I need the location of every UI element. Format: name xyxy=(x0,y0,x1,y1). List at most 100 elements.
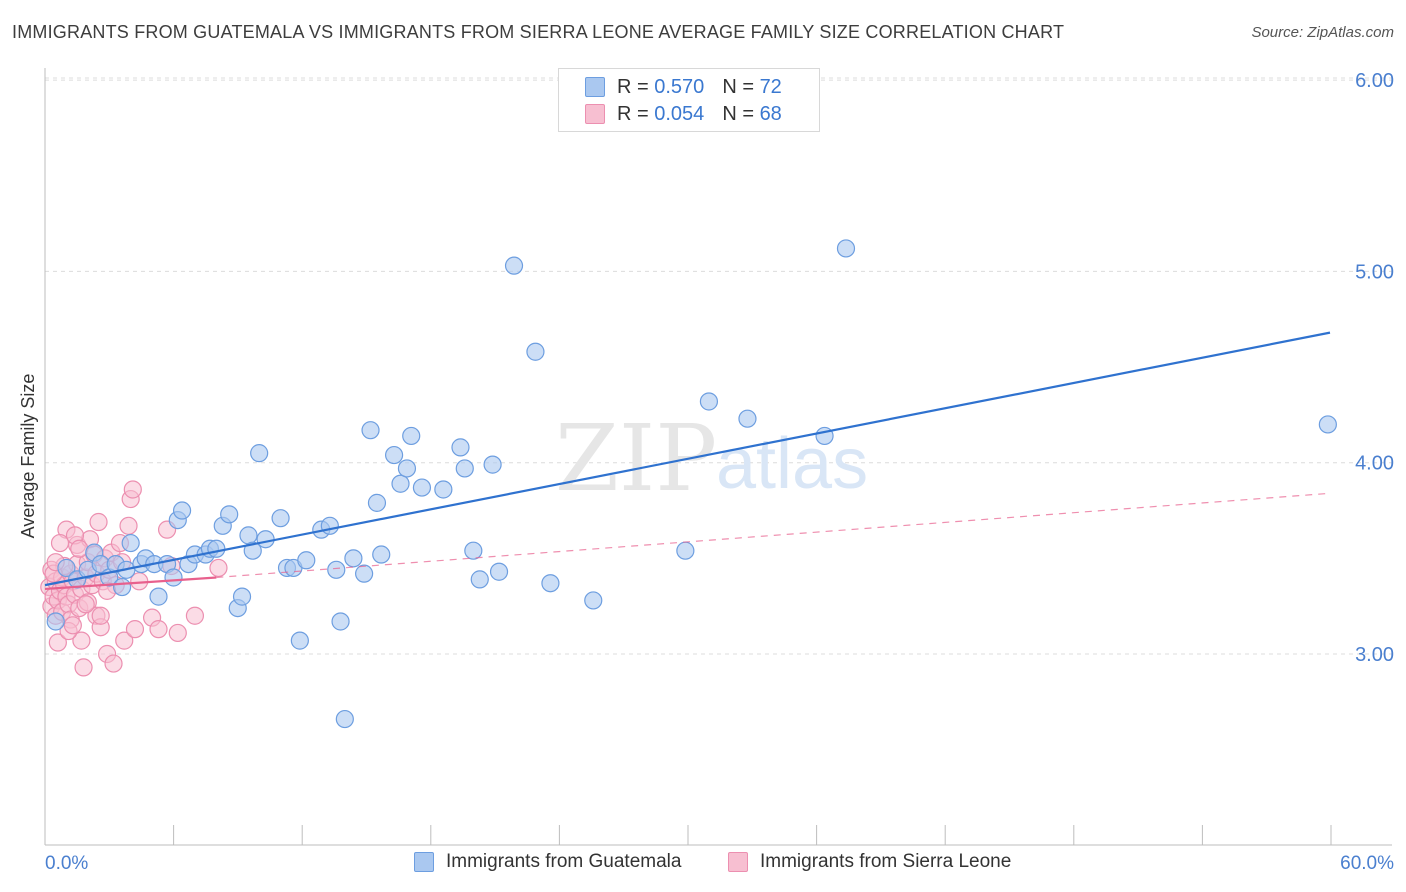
legend-swatch-blue xyxy=(414,852,434,872)
x-tick-label: 60.0% xyxy=(1340,853,1394,874)
n-label: N = xyxy=(722,75,754,98)
data-point-guatemala xyxy=(46,612,65,631)
r-label: R = xyxy=(617,102,649,125)
data-point-guatemala xyxy=(355,564,374,583)
data-point-guatemala xyxy=(232,587,252,606)
data-point-guatemala xyxy=(470,570,489,589)
data-point-sierra-leone xyxy=(50,533,70,553)
legend-swatch-pink xyxy=(728,852,748,872)
legend-label-guatemala: Immigrants from Guatemala xyxy=(446,851,682,872)
data-point-guatemala xyxy=(172,501,192,520)
data-point-guatemala xyxy=(451,438,470,457)
trend-line-sierra-leone-extension xyxy=(216,492,1331,579)
data-point-guatemala xyxy=(464,541,483,560)
n-value: 72 xyxy=(759,75,782,98)
data-point-sierra-leone xyxy=(104,654,123,673)
chart-title: IMMIGRANTS FROM GUATEMALA VS IMMIGRANTS … xyxy=(12,22,1065,42)
data-point-guatemala xyxy=(434,480,453,499)
n-label: N = xyxy=(722,102,754,125)
legend-row-sierra-leone: R = 0.054 N = 68 xyxy=(585,102,782,126)
data-point-sierra-leone xyxy=(72,631,91,650)
legend-item-sierra-leone: Immigrants from Sierra Leone xyxy=(728,851,1011,873)
data-point-guatemala xyxy=(412,478,432,497)
data-point-guatemala xyxy=(397,459,417,478)
data-point-guatemala xyxy=(541,574,560,593)
data-point-sierra-leone xyxy=(70,539,89,558)
data-point-sierra-leone xyxy=(89,512,108,532)
data-point-guatemala xyxy=(489,562,509,581)
trend-line-sierra-leone xyxy=(44,576,217,591)
data-point-guatemala xyxy=(57,558,76,578)
data-point-guatemala xyxy=(149,587,168,606)
data-point-guatemala xyxy=(297,551,316,570)
data-point-guatemala xyxy=(384,445,404,465)
y-tick-label: 3.00 xyxy=(1355,644,1394,666)
data-point-guatemala xyxy=(455,459,474,478)
data-point-sierra-leone xyxy=(48,633,67,652)
data-point-guatemala xyxy=(699,392,719,411)
data-point-guatemala xyxy=(361,421,380,440)
data-point-guatemala xyxy=(335,709,354,729)
data-point-sierra-leone xyxy=(123,480,142,499)
axes xyxy=(44,68,1392,846)
data-point-guatemala xyxy=(121,533,140,553)
legend-swatch-pink xyxy=(585,104,605,124)
data-point-guatemala xyxy=(331,612,350,631)
legend-row-guatemala: R = 0.570 N = 72 xyxy=(585,75,782,99)
data-point-guatemala xyxy=(207,539,226,558)
data-point-guatemala xyxy=(504,256,524,275)
data-point-sierra-leone xyxy=(76,595,95,614)
data-point-sierra-leone xyxy=(115,631,134,650)
data-point-guatemala xyxy=(164,568,183,587)
y-axis-label: Average Family Size xyxy=(18,374,38,539)
watermark-atlas: atlas xyxy=(716,424,868,504)
legend-swatch-blue xyxy=(585,77,605,97)
data-point-sierra-leone xyxy=(209,558,228,578)
y-tick-label: 5.00 xyxy=(1355,261,1394,283)
data-point-guatemala xyxy=(738,409,757,428)
watermark: ZIP atlas xyxy=(555,405,868,512)
trend-lines xyxy=(44,331,1331,591)
data-point-guatemala xyxy=(483,455,502,474)
trend-line-guatemala xyxy=(44,331,1331,587)
gridlines xyxy=(45,77,1392,655)
data-point-guatemala xyxy=(243,541,262,560)
data-point-sierra-leone xyxy=(149,620,168,639)
correlation-legend: R = 0.570 N = 72 R = 0.054 N = 68 xyxy=(558,68,820,132)
r-value: 0.054 xyxy=(654,102,705,125)
n-value: 68 xyxy=(759,102,782,125)
legend-item-guatemala: Immigrants from Guatemala xyxy=(414,851,681,873)
data-point-sierra-leone xyxy=(91,606,110,625)
r-value: 0.570 xyxy=(654,75,705,98)
data-point-guatemala xyxy=(836,239,856,258)
data-point-guatemala xyxy=(327,560,346,579)
data-point-sierra-leone xyxy=(74,658,93,677)
data-point-guatemala xyxy=(584,591,603,610)
data-point-guatemala xyxy=(526,342,545,361)
x-tick-label: 0.0% xyxy=(45,853,88,874)
data-point-guatemala xyxy=(250,444,269,463)
data-point-guatemala xyxy=(320,516,339,535)
data-point-sierra-leone xyxy=(119,516,138,535)
y-tick-label: 4.00 xyxy=(1355,453,1394,475)
data-point-guatemala xyxy=(239,526,258,545)
data-point-guatemala xyxy=(676,541,695,560)
data-point-guatemala xyxy=(220,505,239,524)
data-point-guatemala xyxy=(372,545,391,564)
source-label: Source: ZipAtlas.com xyxy=(1251,24,1394,41)
tick-labels: 3.00 4.00 5.00 6.00 0.0% 60.0% xyxy=(45,70,1394,874)
data-point-guatemala xyxy=(271,509,290,528)
data-point-guatemala xyxy=(112,577,132,597)
data-point-guatemala xyxy=(367,493,387,512)
data-point-sierra-leone xyxy=(168,623,187,643)
data-point-guatemala xyxy=(1318,415,1337,434)
data-point-guatemala xyxy=(344,549,363,568)
legend-label-sierra-leone: Immigrants from Sierra Leone xyxy=(760,851,1012,872)
data-point-guatemala xyxy=(391,474,410,493)
series-legend: Immigrants from Guatemala Immigrants fro… xyxy=(0,851,1406,879)
data-point-guatemala xyxy=(290,631,309,650)
r-label: R = xyxy=(617,75,649,98)
data-point-guatemala xyxy=(256,530,275,549)
data-point-sierra-leone xyxy=(125,620,145,639)
